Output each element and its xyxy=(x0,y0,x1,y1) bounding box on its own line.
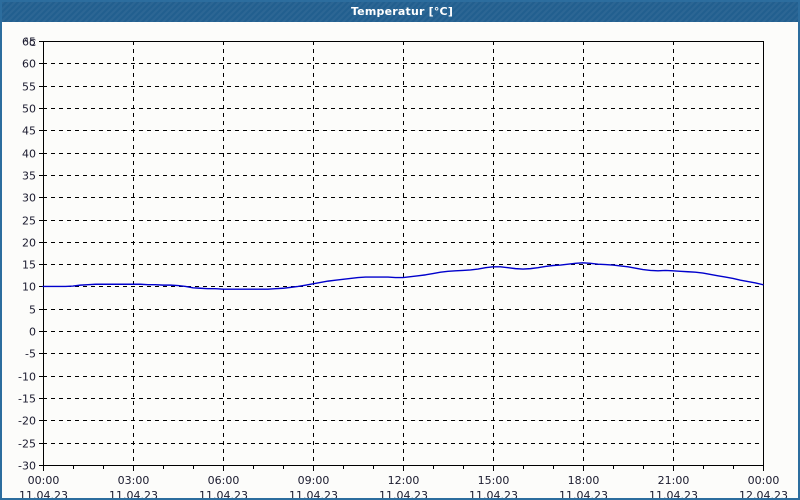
x-tick-label-time: 18:00 xyxy=(568,474,600,487)
y-axis-unit-label: °C xyxy=(24,38,36,49)
x-tick-label-date: 11.04.23 xyxy=(559,489,608,498)
y-tick-label: -5 xyxy=(25,348,36,361)
x-tick-label-date: 11.04.23 xyxy=(649,489,698,498)
x-tick-label-time: 15:00 xyxy=(478,474,510,487)
x-tick-label-time: 21:00 xyxy=(658,474,690,487)
y-tick-label: 15 xyxy=(22,259,36,272)
y-tick-label: -30 xyxy=(18,460,36,473)
y-tick-label: 20 xyxy=(22,237,36,250)
axis-ticks xyxy=(39,41,764,471)
data-series xyxy=(42,262,764,290)
x-tick-label-date: 11.04.23 xyxy=(19,489,68,498)
x-tick-label-date: 11.04.23 xyxy=(379,489,428,498)
y-tick-label: 30 xyxy=(22,192,36,205)
x-axis-labels: 00:00 11.04.23 03:00 11.04.23 06:00 11.04.23 0… xyxy=(19,474,788,498)
y-tick-label: 40 xyxy=(22,148,36,161)
y-tick-label: 0 xyxy=(29,326,36,339)
x-tick-label-date: 12.04.23 xyxy=(739,489,788,498)
y-tick-label: 5 xyxy=(29,304,36,317)
plot-border xyxy=(43,41,764,466)
y-axis-labels: 65605550454035302520151050-5-10-15-20-25… xyxy=(18,36,36,473)
x-tick-label-time: 09:00 xyxy=(298,474,330,487)
y-tick-label: 55 xyxy=(22,81,36,94)
x-tick-label-date: 11.04.23 xyxy=(289,489,338,498)
x-tick-label-time: 12:00 xyxy=(388,474,420,487)
y-tick-label: 65 xyxy=(22,36,36,49)
x-tick-label-date: 11.04.23 xyxy=(109,489,158,498)
y-tick-label: 35 xyxy=(22,170,36,183)
x-tick-label-date: 11.04.23 xyxy=(469,489,518,498)
plot-frame xyxy=(43,41,764,466)
y-tick-label: 10 xyxy=(22,281,36,294)
chart-canvas: 65 60 55 50 45 40 35 30 25 20 15 10 5 0 -5 -10 -15 -20 -25… xyxy=(2,22,798,498)
y-tick-label: -10 xyxy=(18,371,36,384)
temperature-series-line xyxy=(42,262,764,290)
grid-lines xyxy=(43,41,763,465)
x-tick-label-time: 00:00 xyxy=(748,474,780,487)
y-tick-label: 60 xyxy=(22,58,36,71)
y-tick-label: -15 xyxy=(18,393,36,406)
x-tick-label-time: 06:00 xyxy=(208,474,240,487)
y-tick-label: 50 xyxy=(22,103,36,116)
y-tick-label: -25 xyxy=(18,438,36,451)
x-tick-label-date: 11.04.23 xyxy=(199,489,248,498)
temperature-line-chart: 65605550454035302520151050-5-10-15-20-25… xyxy=(18,36,788,499)
y-tick-label: 45 xyxy=(22,125,36,138)
x-tick-label-time: 03:00 xyxy=(118,474,150,487)
y-tick-label: 25 xyxy=(22,215,36,228)
y-tick-label: -20 xyxy=(18,415,36,428)
x-tick-label-time: 00:00 xyxy=(28,474,60,487)
window-titlebar: Temperatur [°C] xyxy=(2,2,798,22)
page-title: Temperatur [°C] xyxy=(350,5,454,18)
